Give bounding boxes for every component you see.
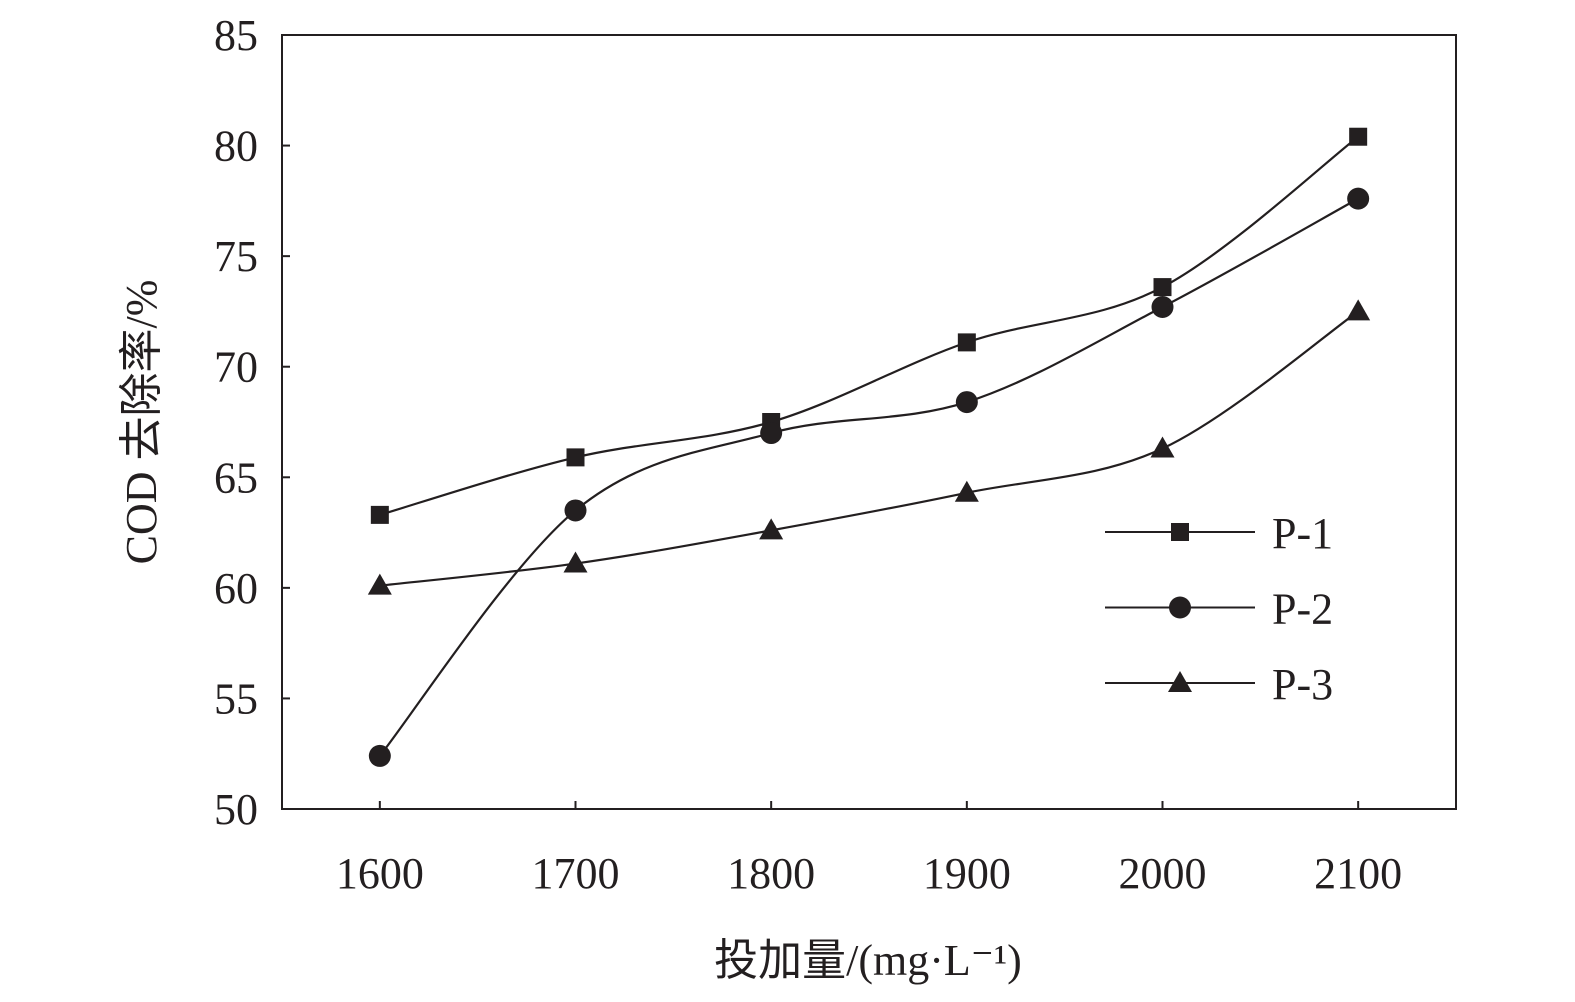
x-axis-label: 投加量/(mg·L⁻¹) xyxy=(714,936,1022,985)
legend-label: P-1 xyxy=(1272,509,1333,558)
legend-label: P-2 xyxy=(1272,585,1333,634)
plot-frame xyxy=(281,34,1457,810)
data-point-P-1 xyxy=(1349,127,1368,146)
x-tick-label: 1900 xyxy=(923,849,1011,898)
legend-marker xyxy=(1168,671,1192,692)
data-point-P-2 xyxy=(760,422,783,445)
x-tick-label: 1600 xyxy=(336,849,424,898)
data-point-P-2 xyxy=(564,499,587,522)
y-tick-label: 70 xyxy=(214,343,258,392)
legend-marker xyxy=(1169,596,1191,619)
data-point-P-3 xyxy=(759,518,784,540)
x-tick-label: 1700 xyxy=(532,849,620,898)
data-point-P-1 xyxy=(566,448,585,467)
series-line-P-3 xyxy=(379,310,1359,587)
data-point-P-2 xyxy=(955,391,978,414)
x-tick-label: 2100 xyxy=(1314,849,1402,898)
y-tick-label: 50 xyxy=(214,785,258,834)
y-tick-label: 80 xyxy=(214,122,258,171)
data-point-P-3 xyxy=(1150,436,1175,458)
data-point-P-3 xyxy=(367,573,392,595)
y-tick-label: 85 xyxy=(214,11,258,60)
series-line-P-1 xyxy=(379,135,1359,516)
data-point-P-2 xyxy=(1347,187,1370,210)
legend-label: P-3 xyxy=(1272,660,1333,709)
x-tick-label: 2000 xyxy=(1119,849,1207,898)
data-point-P-3 xyxy=(1346,299,1371,321)
y-axis-label: COD 去除率/% xyxy=(117,280,166,565)
data-point-P-2 xyxy=(368,744,391,767)
series-line-P-2 xyxy=(378,197,1359,757)
y-tick-label: 75 xyxy=(214,232,258,281)
data-point-P-1 xyxy=(370,505,389,524)
y-tick-label: 65 xyxy=(214,453,258,502)
x-tick-label: 1800 xyxy=(727,849,815,898)
legend-marker xyxy=(1171,523,1189,541)
y-tick-label: 55 xyxy=(214,674,258,723)
data-point-P-3 xyxy=(954,480,979,502)
data-point-P-1 xyxy=(957,333,976,352)
data-point-P-2 xyxy=(1151,296,1174,319)
y-tick-label: 60 xyxy=(214,564,258,613)
data-point-P-1 xyxy=(1153,278,1172,297)
data-point-P-3 xyxy=(563,551,588,573)
